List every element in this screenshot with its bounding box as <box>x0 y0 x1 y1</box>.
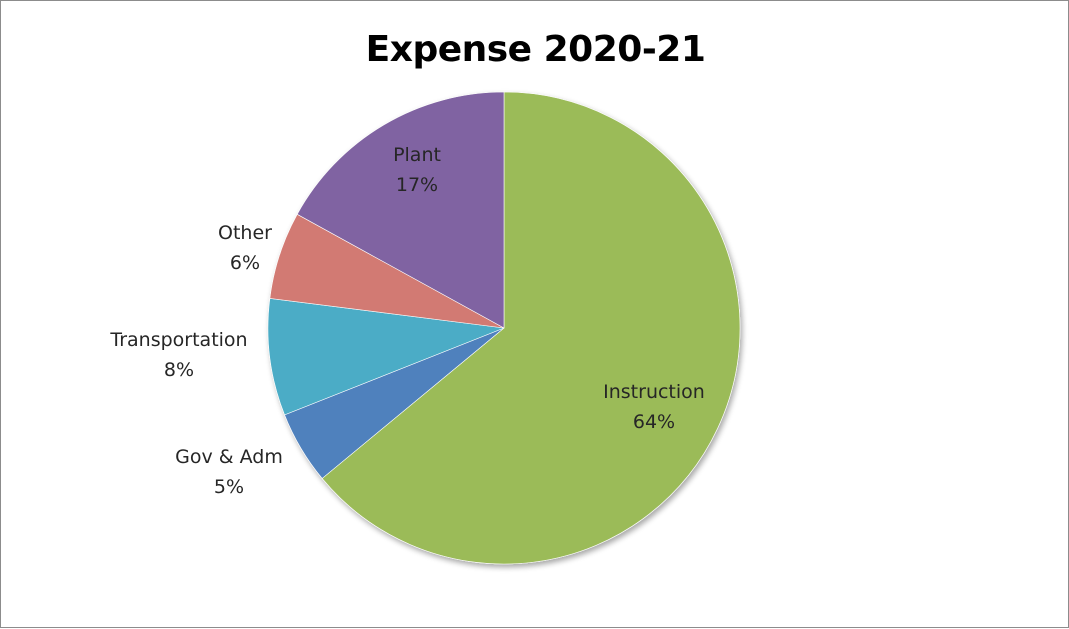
chart-title: Expense 2020-21 <box>365 29 706 70</box>
slice-label-instruction: Instruction <box>603 381 705 403</box>
pie-slice-instruction <box>321 91 741 565</box>
slice-percent-transportation: 8% <box>164 359 194 381</box>
pie-slice-plant <box>296 91 505 329</box>
slice-percent-instruction: 64% <box>633 411 675 433</box>
pie-slice-transportation <box>267 298 505 416</box>
slice-label-plant: Plant <box>393 144 441 166</box>
slice-percent-gov-adm: 5% <box>214 476 244 498</box>
slice-label-other: Other <box>218 222 272 244</box>
slice-label-gov-adm: Gov & Adm <box>175 446 283 468</box>
slice-label-transportation: Transportation <box>109 329 247 351</box>
slice-percent-plant: 17% <box>396 174 438 196</box>
slice-percent-other: 6% <box>230 252 260 274</box>
